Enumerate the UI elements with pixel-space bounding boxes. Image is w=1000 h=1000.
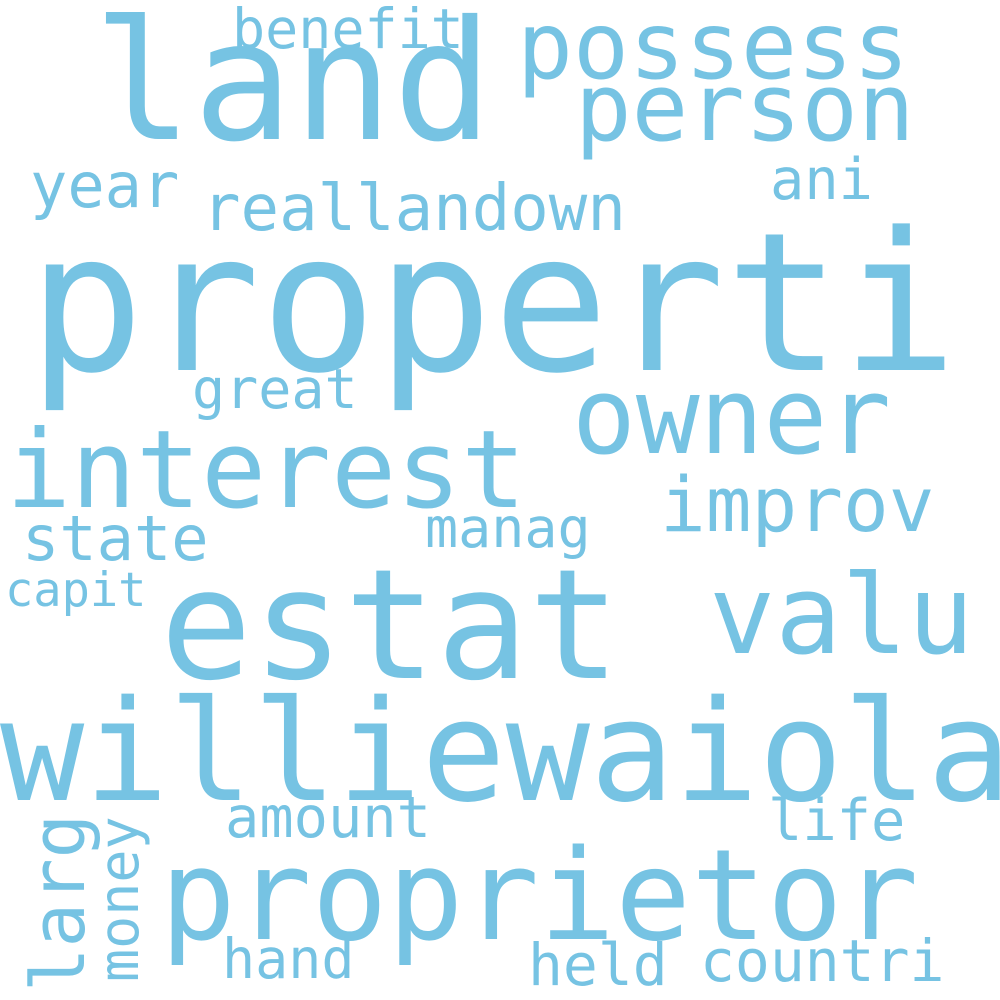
word-held: held <box>528 931 668 999</box>
word-possess: possess <box>517 0 909 100</box>
word-money: money <box>87 816 151 982</box>
word-williewaiola: williewaiola <box>0 671 1000 834</box>
word-valu: valu <box>709 551 974 679</box>
word-amount: amount <box>225 785 431 851</box>
word-year: year <box>30 149 180 222</box>
word-owner: owner <box>572 355 892 478</box>
word-person: person <box>575 54 915 163</box>
word-great: great <box>192 357 358 421</box>
word-properti: properti <box>28 191 958 416</box>
word-countri: countri <box>700 927 945 995</box>
word-proprietor: proprietor <box>160 822 919 969</box>
word-improv: improv <box>660 460 935 549</box>
word-manag: manag <box>425 496 591 560</box>
word-ani: ani <box>770 147 873 213</box>
word-land: land <box>93 0 493 179</box>
word-state: state <box>22 502 209 575</box>
word-estat: estat <box>160 537 621 715</box>
word-interest: interest <box>6 408 527 533</box>
word-benefit: benefit <box>232 0 464 61</box>
word-life: life <box>768 788 906 854</box>
word-larg: larg <box>16 813 102 992</box>
word-hand: hand <box>222 927 355 991</box>
word-reallandown: reallandown <box>202 172 626 246</box>
word-capit: capit <box>5 563 147 618</box>
